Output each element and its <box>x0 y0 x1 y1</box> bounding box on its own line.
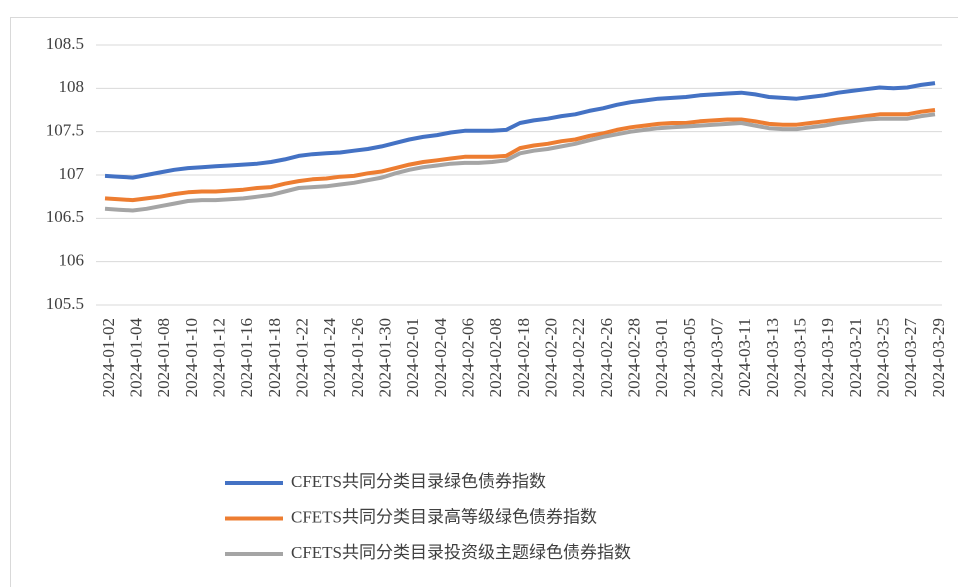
x-tick-label: 2024-02-22 <box>569 318 588 397</box>
series-line <box>104 112 936 213</box>
x-tick-label: 2024-02-04 <box>431 318 450 398</box>
y-tick-label: 107 <box>59 164 85 183</box>
x-tick-label: 2024-01-04 <box>127 318 146 398</box>
x-tick-label: 2024-01-30 <box>376 318 395 397</box>
x-tick-label: 2024-01-22 <box>293 318 312 397</box>
x-tick-label: 2024-01-12 <box>210 318 229 397</box>
series-line <box>104 108 936 203</box>
x-tick-label: 2024-01-18 <box>265 318 284 397</box>
y-tick-label: 105.5 <box>46 294 84 313</box>
y-tick-label: 107.5 <box>46 121 84 140</box>
x-tick-label: 2024-03-07 <box>708 318 727 398</box>
y-tick-label: 108.5 <box>46 34 84 53</box>
x-tick-label: 2024-02-20 <box>542 318 561 397</box>
y-tick-label: 108 <box>59 77 85 96</box>
x-tick-label: 2024-03-05 <box>680 318 699 397</box>
x-tick-label: 2024-03-21 <box>846 318 865 397</box>
x-tick-label: 2024-02-06 <box>459 318 478 397</box>
x-tick-label: 2024-01-26 <box>348 318 367 397</box>
x-tick-label: 2024-02-28 <box>625 318 644 397</box>
y-tick-label: 106 <box>59 251 85 270</box>
x-tick-label: 2024-03-19 <box>818 318 837 397</box>
x-tick-label: 2024-03-29 <box>929 318 948 397</box>
x-tick-label: 2024-01-10 <box>182 318 201 397</box>
series-line <box>104 81 936 180</box>
x-tick-label: 2024-02-18 <box>514 318 533 397</box>
chart-border <box>10 17 958 587</box>
x-tick-label: 2024-01-16 <box>237 318 256 397</box>
x-tick-label: 2024-02-08 <box>486 318 505 397</box>
x-tick-label: 2024-01-02 <box>99 318 118 397</box>
x-tick-label: 2024-02-26 <box>597 318 616 397</box>
x-tick-label: 2024-03-01 <box>652 318 671 397</box>
x-tick-label: 2024-03-15 <box>791 318 810 397</box>
x-tick-label: 2024-01-08 <box>154 318 173 397</box>
x-tick-label: 2024-03-11 <box>735 318 754 397</box>
legend-label: CFETS共同分类目录绿色债券指数 <box>291 472 546 491</box>
legend-label: CFETS共同分类目录投资级主题绿色债券指数 <box>291 543 631 562</box>
x-tick-label: 2024-03-25 <box>874 318 893 397</box>
x-tick-label: 2024-03-27 <box>901 318 920 398</box>
y-tick-label: 106.5 <box>46 207 84 226</box>
legend-label: CFETS共同分类目录高等级绿色债券指数 <box>291 507 597 526</box>
x-tick-label: 2024-03-13 <box>763 318 782 397</box>
x-tick-label: 2024-02-01 <box>403 318 422 397</box>
x-tick-label: 2024-01-24 <box>320 318 339 398</box>
